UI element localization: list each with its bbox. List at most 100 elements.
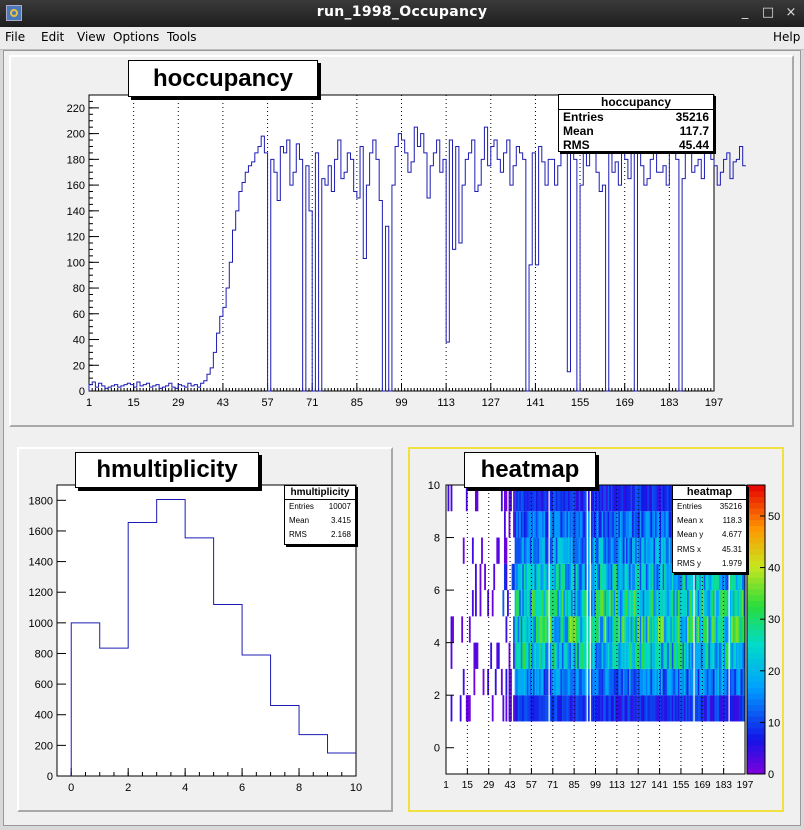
heatmap-cell xyxy=(555,537,558,564)
heatmap-cell xyxy=(563,511,566,538)
heatmap-cell xyxy=(511,563,514,591)
heatmap-cell xyxy=(572,485,575,512)
heatmap-cell xyxy=(737,695,740,722)
heatmap-cell xyxy=(662,485,665,512)
heatmap-cell xyxy=(592,642,595,669)
z-tick-label: 50 xyxy=(768,511,780,523)
heatmap-cell xyxy=(720,642,723,669)
color-scale-step xyxy=(747,548,765,555)
heatmap-cell xyxy=(566,563,569,591)
heatmap-cell xyxy=(636,590,639,617)
heatmap-cell xyxy=(650,668,653,696)
heatmap-cell xyxy=(702,642,705,669)
heatmap-cell xyxy=(513,485,515,512)
menu-file[interactable]: File xyxy=(5,30,26,44)
heatmap-cell xyxy=(624,511,627,538)
heatmap-cell xyxy=(595,695,598,722)
menu-options[interactable]: Options xyxy=(113,30,160,44)
heatmap-cell xyxy=(610,616,613,643)
heatmap-cell xyxy=(584,695,587,722)
heatmap-cell xyxy=(683,563,686,591)
heatmap-cell xyxy=(740,590,743,617)
heatmap-cell xyxy=(587,642,590,669)
heatmap-cell xyxy=(543,616,546,643)
heatmap-cell xyxy=(699,563,702,591)
heatmap-cell xyxy=(621,563,624,591)
heatmap-cell xyxy=(569,695,572,722)
x-tick-label: 10 xyxy=(350,782,362,794)
heatmap-cell xyxy=(558,642,561,669)
heatmap-cell xyxy=(665,590,668,617)
heatmap-cell xyxy=(709,563,712,591)
heatmap-cell xyxy=(529,616,532,643)
heatmap-cell xyxy=(636,511,639,538)
heatmap-cell xyxy=(622,511,625,538)
menu-edit[interactable]: Edit xyxy=(41,30,65,44)
heatmap-cell xyxy=(679,695,682,722)
heatmap-cell xyxy=(667,695,670,722)
heatmap-cell xyxy=(587,695,590,722)
heatmap-cell xyxy=(600,590,602,617)
heatmap-cell xyxy=(603,695,605,722)
heatmap-cell xyxy=(677,563,680,591)
y-tick-label: 200 xyxy=(67,129,85,141)
heatmap-cell xyxy=(690,590,692,617)
pad-hoccupancy[interactable]: 1 15 29 43 57 71 85 99 113 127 141 155 169 183 197 0 20 4… xyxy=(9,55,794,427)
heatmap-cell xyxy=(735,563,738,591)
heatmap-cell xyxy=(661,616,663,643)
heatmap-cell xyxy=(561,590,564,617)
heatmap-cell xyxy=(626,537,628,564)
maximize-button[interactable]: □ xyxy=(761,5,775,20)
heatmap-cell xyxy=(560,695,563,722)
heatmap-cell xyxy=(680,590,683,617)
heatmap-cell xyxy=(615,563,618,591)
heatmap-cell xyxy=(734,616,737,643)
heatmap-cell xyxy=(659,616,662,643)
heatmap-cell xyxy=(714,642,717,669)
heatmap-cell xyxy=(500,668,503,696)
minimize-button[interactable]: _ xyxy=(741,5,749,20)
hmultiplicity-stats: hmultiplicity Entries 10007 Mean 3.415 RMS… xyxy=(284,485,356,545)
heatmap-cell xyxy=(700,642,703,669)
heatmap-cell xyxy=(644,590,647,617)
heatmap-cell xyxy=(600,695,602,722)
close-button[interactable]: × xyxy=(785,5,797,20)
stats-rms-label: RMS xyxy=(563,138,590,152)
heatmap-cell xyxy=(722,668,724,696)
heatmap-cell xyxy=(633,668,636,696)
heatmap-cell xyxy=(564,695,567,722)
heatmap-cell xyxy=(670,695,673,722)
heatmap-cell xyxy=(654,642,657,669)
menu-view[interactable]: View xyxy=(77,30,106,44)
menu-tools[interactable]: Tools xyxy=(167,30,197,44)
heatmap-cell xyxy=(549,563,552,591)
heatmap-cell xyxy=(505,537,508,564)
pad-hmultiplicity[interactable]: 0 2 4 6 8 10 0 200 400 600 800 1000 1200 1400 1600 1800… xyxy=(17,447,393,812)
heatmap-cell xyxy=(564,563,567,591)
pad-heatmap[interactable]: 1 15 29 43 57 71 85 99 113 127 141 155 169 183 197 0 2 4 6… xyxy=(408,447,784,812)
color-scale-step xyxy=(747,485,765,492)
heatmap-cell xyxy=(732,642,735,669)
heatmap-cell xyxy=(651,563,654,591)
heatmap-cell xyxy=(720,563,723,591)
heatmap-cell xyxy=(549,642,552,669)
heatmap-cell xyxy=(600,563,602,591)
heatmap-cell xyxy=(656,537,659,564)
window-titlebar[interactable]: run_1998_Occupancy _ □ × xyxy=(0,0,804,27)
y-tick-label: 100 xyxy=(67,257,85,269)
heatmap-cell xyxy=(696,668,699,696)
color-scale-step xyxy=(747,681,765,688)
heatmap-cell xyxy=(525,695,528,722)
heatmap-cell xyxy=(734,642,737,669)
menu-help[interactable]: Help xyxy=(773,30,801,44)
heatmap-cell xyxy=(645,590,648,617)
heatmap-cell xyxy=(738,695,741,722)
heatmap-cell xyxy=(604,642,607,669)
heatmap-cell xyxy=(592,537,595,564)
heatmap-cell xyxy=(546,485,549,512)
heatmap-cell xyxy=(705,668,708,696)
heatmap-cell xyxy=(654,485,657,512)
heatmap-cell xyxy=(584,485,587,512)
heatmap-cell xyxy=(551,642,554,669)
heatmap-cell xyxy=(629,511,631,538)
